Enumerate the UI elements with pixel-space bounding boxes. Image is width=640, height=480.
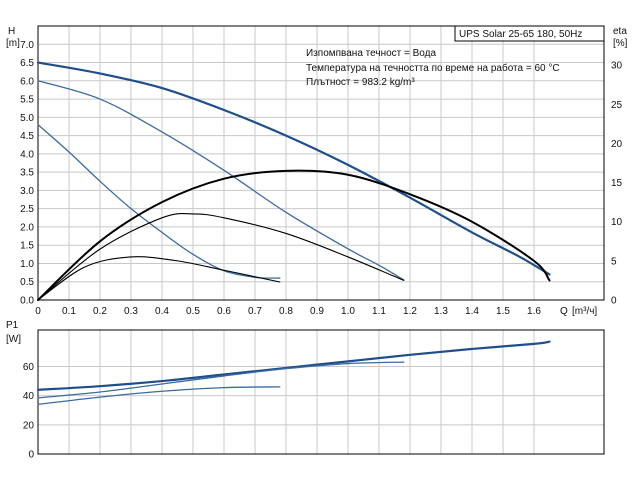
x-tick-label: 1.1: [372, 306, 386, 317]
x-tick-label: 0.3: [124, 306, 138, 317]
x-tick-label: 1.0: [341, 306, 355, 317]
y-right-tick-label: 20: [611, 139, 623, 150]
x-tick-label: 0.4: [155, 306, 169, 317]
p1-tick-label: 40: [23, 391, 35, 402]
x-tick-label: 0.1: [62, 306, 76, 317]
eta-curve-3: [37, 169, 551, 301]
y-left-tick-label: 2.5: [20, 204, 34, 215]
y-left-tick-label: 4.0: [20, 149, 34, 160]
y-left-tick-label: 1.5: [20, 241, 34, 252]
bottom-tick-labels: 0 20 40 60: [23, 362, 35, 461]
x-tick-label: 0.7: [248, 306, 262, 317]
title-box: [454, 25, 605, 42]
x-tick-label: 0.2: [93, 306, 107, 317]
power-curve-0: [36, 340, 551, 391]
x-tick-label: 1.3: [434, 306, 448, 317]
y-right-tick-label: 25: [611, 100, 623, 111]
y-left-tick-label: 2.0: [20, 222, 34, 233]
top-tick-labels: 0 0.1 0.2 0.3 0.4 0.5 0.6 0.7 0.8 0.9 1.0 1.1 1.2 1.3…: [20, 40, 622, 317]
x-tick-label: 1.6: [527, 306, 541, 317]
eta-curve-5: [37, 256, 281, 301]
y-right-tick-label: 30: [611, 61, 623, 72]
y-left-tick-label: 4.5: [20, 131, 34, 142]
p1-tick-label: 0: [28, 450, 34, 461]
annotation-fluid: Изпомпвана течност = Вода: [306, 48, 436, 59]
y-left-label: H: [8, 26, 15, 37]
chart-title: UPS Solar 25-65 180, 50Hz: [459, 29, 582, 40]
y-right-label: eta: [613, 26, 627, 37]
head-curve-1: [37, 80, 405, 281]
x-tick-label: 1.5: [496, 306, 510, 317]
y-left-unit: [m]: [6, 38, 20, 49]
power-curve-1: [37, 361, 405, 399]
y-left-tick-label: 5.0: [20, 113, 34, 124]
y-left-tick-label: 1.0: [20, 259, 34, 270]
top-plot-frame: [37, 25, 605, 301]
y-left-tick-label: 6.5: [20, 58, 34, 69]
bottom-plot-frame: [37, 329, 605, 455]
bottom-grid: [38, 330, 604, 454]
x-tick-label: 0.9: [310, 306, 324, 317]
head-curve-0: [36, 61, 551, 276]
x-tick-label: 0.8: [279, 306, 293, 317]
top-series-group: [36, 61, 551, 301]
y-right-tick-label: 5: [611, 256, 617, 267]
x-tick-label: 0: [35, 306, 41, 317]
annotation-density: Плътност = 983.2 kg/m³: [306, 77, 415, 88]
x-tick-label: 0.5: [186, 306, 200, 317]
head-curve-2: [37, 123, 281, 279]
annotation-temperature: Температура на течността по време на раб…: [306, 62, 560, 74]
y-left-tick-label: 6.0: [20, 76, 34, 87]
y-left-tick-label: 0.5: [20, 277, 34, 288]
p1-tick-label: 60: [23, 362, 35, 373]
x-tick-label: 1.2: [403, 306, 417, 317]
y-right-tick-label: 15: [611, 178, 623, 189]
top-grid: [38, 26, 604, 300]
y-right-tick-label: 10: [611, 217, 623, 228]
x-tick-label: 0.6: [217, 306, 231, 317]
eta-curve-4: [37, 213, 405, 301]
p1-label: P1: [6, 320, 19, 331]
y-left-tick-label: 3.5: [20, 168, 34, 179]
p1-unit: [W]: [6, 334, 21, 345]
x-tick-label: 1.4: [465, 306, 479, 317]
x-axis-label: Q: [560, 306, 568, 317]
y-right-tick-label: 0: [611, 296, 617, 307]
x-axis-unit: [m³/ч]: [572, 306, 597, 317]
p1-tick-label: 20: [23, 420, 35, 431]
y-right-unit: [%]: [613, 38, 628, 49]
y-left-tick-label: 3.0: [20, 186, 34, 197]
power-curve-2: [37, 386, 281, 406]
bottom-series-group: [36, 340, 551, 406]
y-left-tick-label: 7.0: [20, 40, 34, 51]
y-left-tick-label: 0.0: [20, 296, 34, 307]
y-left-tick-label: 5.5: [20, 95, 34, 106]
